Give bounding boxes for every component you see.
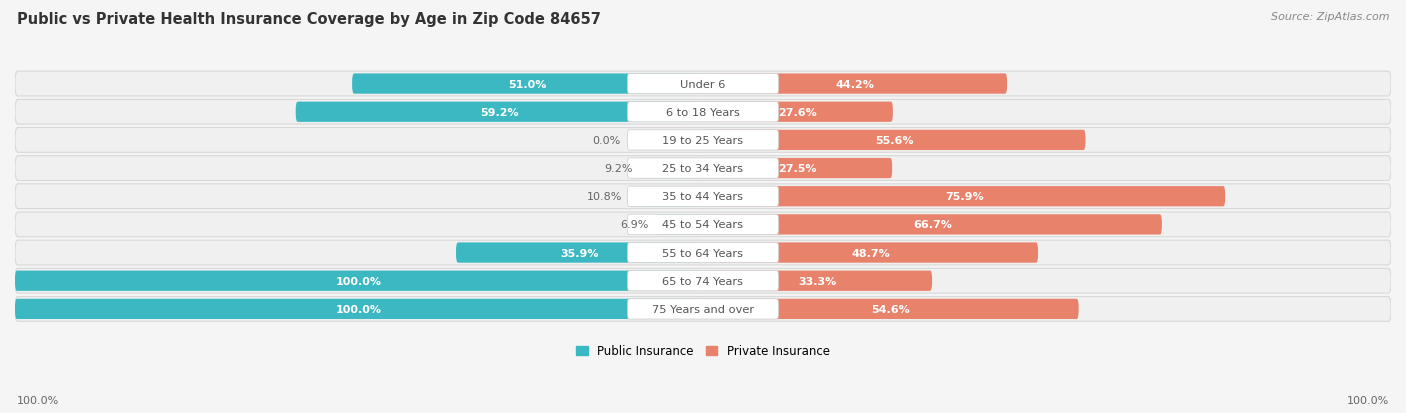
FancyBboxPatch shape	[627, 243, 779, 263]
FancyBboxPatch shape	[627, 187, 779, 207]
FancyBboxPatch shape	[15, 299, 703, 319]
Text: 19 to 25 Years: 19 to 25 Years	[662, 135, 744, 145]
FancyBboxPatch shape	[627, 271, 779, 291]
Text: 33.3%: 33.3%	[799, 276, 837, 286]
Text: 6 to 18 Years: 6 to 18 Years	[666, 107, 740, 117]
FancyBboxPatch shape	[15, 269, 1391, 293]
FancyBboxPatch shape	[295, 102, 703, 123]
FancyBboxPatch shape	[15, 128, 1391, 153]
FancyBboxPatch shape	[703, 102, 893, 123]
Text: 10.8%: 10.8%	[586, 192, 621, 202]
Text: 35.9%: 35.9%	[560, 248, 599, 258]
Text: 6.9%: 6.9%	[620, 220, 648, 230]
FancyBboxPatch shape	[703, 131, 1085, 151]
FancyBboxPatch shape	[15, 212, 1391, 237]
Text: 27.6%: 27.6%	[779, 107, 817, 117]
Text: Source: ZipAtlas.com: Source: ZipAtlas.com	[1271, 12, 1389, 22]
FancyBboxPatch shape	[703, 271, 932, 291]
Text: 48.7%: 48.7%	[851, 248, 890, 258]
FancyBboxPatch shape	[627, 215, 779, 235]
Text: 25 to 34 Years: 25 to 34 Years	[662, 164, 744, 173]
Text: Public vs Private Health Insurance Coverage by Age in Zip Code 84657: Public vs Private Health Insurance Cover…	[17, 12, 600, 27]
FancyBboxPatch shape	[627, 299, 779, 319]
FancyBboxPatch shape	[627, 159, 779, 179]
Text: 44.2%: 44.2%	[835, 79, 875, 89]
Text: 9.2%: 9.2%	[605, 164, 633, 173]
Legend: Public Insurance, Private Insurance: Public Insurance, Private Insurance	[576, 344, 830, 357]
FancyBboxPatch shape	[15, 72, 1391, 97]
Text: 59.2%: 59.2%	[479, 107, 519, 117]
FancyBboxPatch shape	[703, 243, 1038, 263]
Text: 35 to 44 Years: 35 to 44 Years	[662, 192, 744, 202]
FancyBboxPatch shape	[627, 74, 779, 95]
FancyBboxPatch shape	[627, 102, 779, 123]
Text: 55.6%: 55.6%	[875, 135, 914, 145]
Text: 100.0%: 100.0%	[17, 395, 59, 405]
FancyBboxPatch shape	[15, 184, 1391, 209]
FancyBboxPatch shape	[15, 156, 1391, 181]
FancyBboxPatch shape	[703, 299, 1078, 319]
Text: 65 to 74 Years: 65 to 74 Years	[662, 276, 744, 286]
FancyBboxPatch shape	[15, 241, 1391, 265]
Text: 54.6%: 54.6%	[872, 304, 910, 314]
Text: 100.0%: 100.0%	[336, 304, 382, 314]
Text: 45 to 54 Years: 45 to 54 Years	[662, 220, 744, 230]
FancyBboxPatch shape	[352, 74, 703, 95]
FancyBboxPatch shape	[703, 159, 893, 179]
FancyBboxPatch shape	[703, 74, 1007, 95]
FancyBboxPatch shape	[703, 187, 1225, 207]
Text: 51.0%: 51.0%	[509, 79, 547, 89]
Text: 55 to 64 Years: 55 to 64 Years	[662, 248, 744, 258]
FancyBboxPatch shape	[627, 131, 779, 151]
FancyBboxPatch shape	[456, 243, 703, 263]
FancyBboxPatch shape	[628, 187, 703, 207]
FancyBboxPatch shape	[655, 215, 703, 235]
FancyBboxPatch shape	[703, 215, 1161, 235]
Text: 100.0%: 100.0%	[336, 276, 382, 286]
Text: 66.7%: 66.7%	[912, 220, 952, 230]
Text: 0.0%: 0.0%	[592, 135, 620, 145]
Text: 75 Years and over: 75 Years and over	[652, 304, 754, 314]
Text: Under 6: Under 6	[681, 79, 725, 89]
FancyBboxPatch shape	[15, 100, 1391, 125]
Text: 75.9%: 75.9%	[945, 192, 983, 202]
Text: 100.0%: 100.0%	[1347, 395, 1389, 405]
FancyBboxPatch shape	[15, 271, 703, 291]
Text: 27.5%: 27.5%	[779, 164, 817, 173]
FancyBboxPatch shape	[640, 159, 703, 179]
FancyBboxPatch shape	[15, 297, 1391, 321]
